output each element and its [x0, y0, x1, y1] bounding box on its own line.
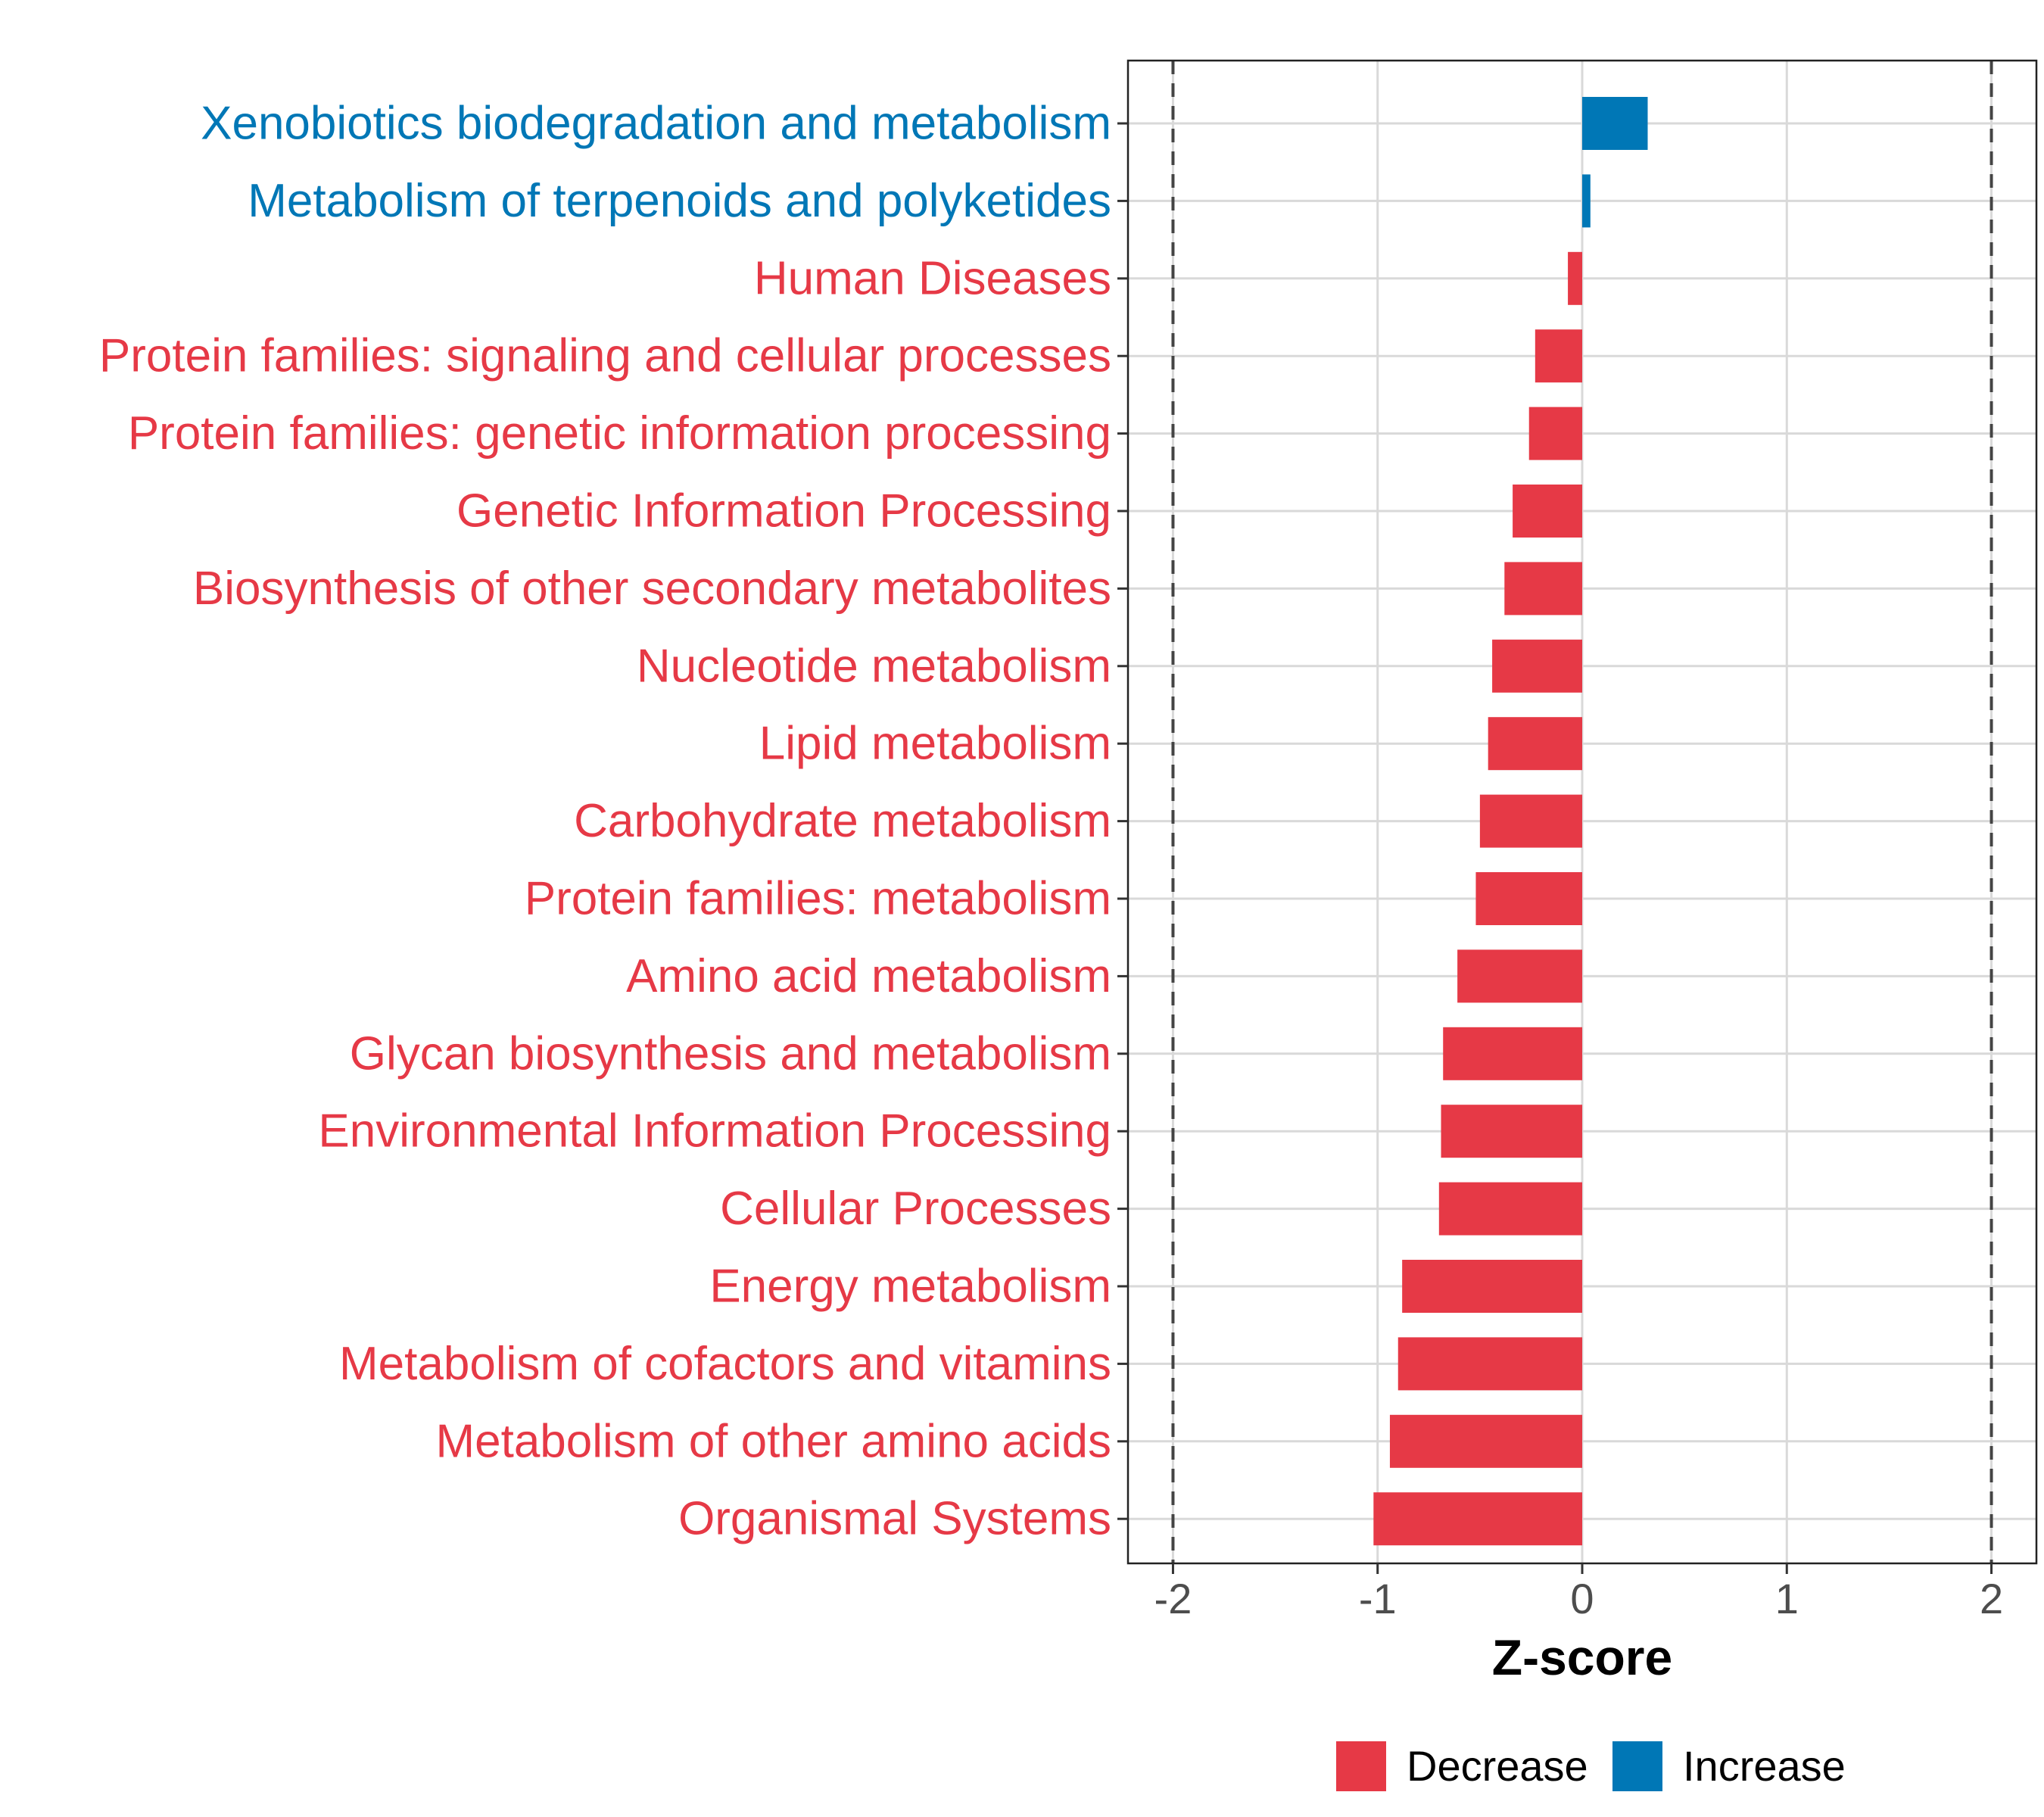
x-axis-ticks: -2 -1 0 1 2	[1154, 1563, 2003, 1622]
category-label: Environmental Information Processing	[318, 1105, 1111, 1158]
category-label: Cellular Processes	[720, 1183, 1111, 1235]
bar	[1492, 639, 1582, 693]
legend-swatch	[1336, 1741, 1386, 1791]
bars	[1373, 97, 1648, 1546]
category-label: Lipid metabolism	[759, 718, 1111, 770]
category-label: Protein families: signaling and cellular…	[99, 330, 1111, 382]
bar	[1373, 1492, 1582, 1546]
bar	[1504, 562, 1582, 616]
category-label: Xenobiotics biodegradation and metabolis…	[201, 98, 1111, 150]
x-tick-label: 0	[1570, 1575, 1594, 1622]
x-tick-label: 1	[1775, 1575, 1799, 1622]
category-label: Protein families: genetic information pr…	[128, 407, 1111, 460]
category-label: Protein families: metabolism	[525, 873, 1111, 925]
bar	[1389, 1414, 1582, 1468]
bar	[1582, 174, 1591, 228]
legend-swatch	[1612, 1741, 1662, 1791]
bar	[1568, 251, 1582, 305]
legend: Decrease Increase	[1336, 1741, 1846, 1791]
x-axis-title: Z-score	[1492, 1629, 1672, 1685]
category-label: Human Diseases	[754, 252, 1111, 304]
bar	[1438, 1182, 1582, 1236]
x-tick-label: -1	[1359, 1575, 1397, 1622]
legend-label: Decrease	[1407, 1742, 1588, 1790]
category-label: Nucleotide metabolism	[637, 640, 1111, 692]
category-label: Amino acid metabolism	[626, 950, 1111, 1002]
bar	[1443, 1027, 1582, 1080]
category-label: Metabolism of other amino acids	[435, 1415, 1111, 1467]
legend-label: Increase	[1683, 1742, 1846, 1790]
x-tick-label: 2	[1980, 1575, 2003, 1622]
category-label: Biosynthesis of other secondary metaboli…	[193, 563, 1111, 615]
bar	[1475, 872, 1582, 925]
x-tick-label: -2	[1154, 1575, 1192, 1622]
bar	[1397, 1337, 1582, 1391]
category-label: Genetic Information Processing	[456, 485, 1111, 538]
y-axis-ticks	[1117, 122, 1128, 1520]
bar	[1457, 949, 1582, 1003]
category-label: Metabolism of cofactors and vitamins	[339, 1338, 1111, 1390]
category-label: Energy metabolism	[709, 1261, 1111, 1313]
bar	[1582, 97, 1648, 150]
bar	[1513, 485, 1582, 538]
category-label: Metabolism of terpenoids and polyketides	[248, 175, 1111, 227]
category-label: Organismal Systems	[678, 1493, 1111, 1545]
reference-lines	[1171, 61, 1993, 1563]
bar	[1488, 717, 1582, 771]
bar	[1402, 1260, 1582, 1313]
category-label: Carbohydrate metabolism	[574, 795, 1111, 847]
bar	[1479, 794, 1582, 848]
y-axis-labels: Xenobiotics biodegradation and metabolis…	[99, 98, 1111, 1545]
bar	[1441, 1105, 1582, 1158]
category-label: Glycan biosynthesis and metabolism	[350, 1027, 1111, 1080]
bar	[1528, 407, 1582, 460]
bar	[1535, 329, 1582, 383]
